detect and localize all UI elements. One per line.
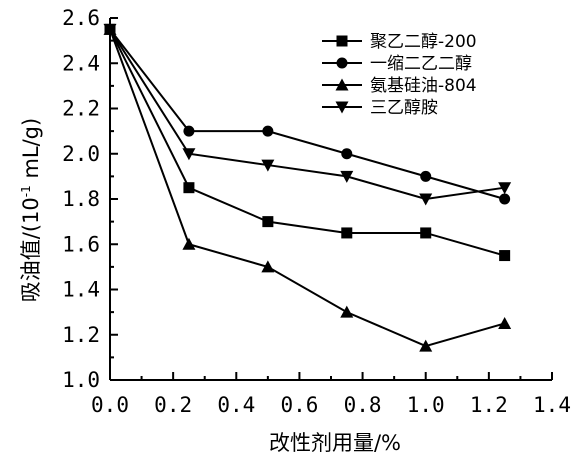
data-point (182, 237, 196, 250)
x-tick-label: 0.6 (280, 393, 318, 417)
data-point (420, 170, 432, 182)
data-point (419, 339, 433, 352)
data-point (341, 148, 353, 160)
data-point (103, 23, 117, 36)
data-point (182, 148, 196, 161)
tick-marks (109, 17, 553, 381)
y-tick-label: 2.4 (62, 51, 100, 75)
y-tick-label: 1.6 (62, 232, 100, 256)
data-point (183, 125, 195, 137)
y-axis-title-main: 吸油值/(10 (19, 197, 43, 302)
y-axis-title-sup: -1 (19, 185, 33, 197)
y-tick-label: 1.8 (62, 187, 100, 211)
data-point (498, 182, 512, 195)
legend-item: 一缩二乙二醇 (322, 54, 472, 74)
data-point (498, 316, 512, 329)
legend-label: 氨基硅油-804 (370, 76, 477, 96)
x-tick-label: 1.2 (470, 393, 508, 417)
y-tick-label: 1.4 (62, 278, 100, 302)
legend-marker (336, 57, 348, 69)
x-axis-title: 改性剂用量/% (269, 431, 401, 455)
legend-marker (335, 78, 349, 91)
data-point (499, 250, 511, 262)
y-tick-label: 1.2 (62, 323, 100, 347)
series-4 (103, 23, 512, 206)
x-tick-label: 1.4 (533, 393, 571, 417)
data-point (499, 193, 511, 205)
series-group (103, 22, 512, 352)
data-point (262, 125, 274, 137)
y-axis-title-tail: mL/g) (19, 118, 43, 185)
y-tick-label: 2.6 (62, 6, 100, 30)
data-point (261, 159, 275, 172)
x-tick-label: 0.8 (344, 393, 382, 417)
data-point (341, 227, 353, 239)
series-line (109, 28, 505, 257)
legend-label: 一缩二乙二醇 (370, 54, 472, 74)
x-tick-label: 1.0 (407, 393, 445, 417)
legend-marker (336, 35, 348, 47)
legend-item: 三乙醇胺 (322, 98, 438, 118)
series-line (109, 28, 505, 201)
x-tick-label: 0.0 (91, 393, 129, 417)
legend-item: 聚乙二醇-200 (322, 32, 477, 52)
legend-item: 氨基硅油-804 (322, 76, 477, 96)
y-tick-label: 2.2 (62, 97, 100, 121)
data-point (262, 216, 274, 228)
x-tick-label: 0.4 (217, 393, 255, 417)
data-point (261, 260, 275, 273)
legend-label: 三乙醇胺 (370, 98, 438, 118)
series-line (109, 28, 505, 348)
y-tick-label: 2.0 (62, 142, 100, 166)
x-tick-label: 0.2 (154, 393, 192, 417)
data-point (419, 193, 433, 206)
data-point (340, 170, 354, 183)
tick-labels: 0.0 0.2 0.4 0.6 0.8 1.0 1.2 1.4 1.0 1.2 1.4 1.6 1.8 2… (62, 6, 571, 417)
axes (109, 18, 552, 381)
data-point (183, 182, 195, 194)
data-point (340, 305, 354, 318)
y-axis-title: 吸油值/(10-1 mL/g) (19, 118, 43, 302)
legend-marker (335, 101, 349, 114)
data-point (420, 227, 432, 239)
series-line (109, 28, 505, 200)
y-tick-label: 1.0 (62, 368, 100, 392)
legend-label: 聚乙二醇-200 (370, 32, 477, 52)
